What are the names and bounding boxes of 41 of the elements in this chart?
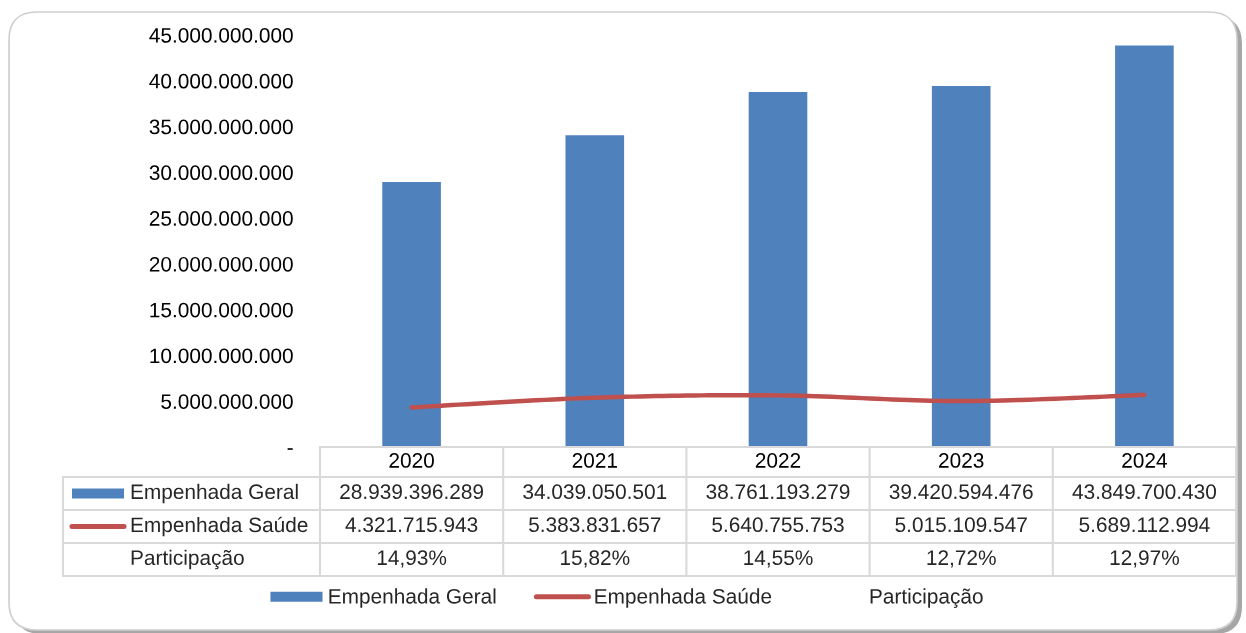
text: 14,55% [744, 550, 813, 568]
y-tick-label: 40.000.000.000 [149, 73, 293, 89]
data-label: 39.420.594.476 [889, 484, 1033, 500]
bar [748, 92, 808, 447]
x-tick-label: 2022 [755, 453, 801, 468]
bar [931, 86, 991, 447]
y-tick-label: 15.000.000.000 [150, 302, 293, 318]
text: Empenhada Saúde [595, 588, 772, 608]
x-tick-label: 2020 [389, 453, 434, 468]
y-tick-label: 30.000.000.000 [149, 165, 293, 181]
data-label: 38.761.193.279 [706, 484, 850, 500]
text: 14,93% [377, 550, 447, 568]
y-tick-label: - [287, 448, 293, 450]
data-label: 43.849.700.430 [1072, 484, 1216, 500]
text: Empenhada Geral [329, 588, 496, 608]
legend-label: Empenhada Geral [131, 483, 298, 504]
text: Participação [870, 588, 983, 608]
x-tick-label: 2021 [572, 453, 617, 468]
data-label: 28.939.396.289 [340, 484, 484, 500]
y-tick-label: 5.000.000.000 [161, 394, 293, 409]
text: Participação [131, 549, 244, 570]
text: 15,82% [561, 550, 630, 568]
y-tick-label: 10.000.000.000 [150, 348, 293, 364]
x-tick-label: 2024 [1122, 453, 1167, 468]
data-label: 5.689.112.994 [1079, 517, 1210, 533]
y-tick-label: 20.000.000.000 [149, 256, 293, 272]
text: 12,97% [1110, 550, 1179, 568]
legend-label: Empenhada Saúde [131, 516, 308, 537]
text: 12,72% [927, 550, 996, 568]
data-label: 5.015.109.547 [895, 517, 1027, 533]
bar [565, 135, 625, 447]
x-tick-label: 2023 [939, 453, 984, 468]
y-tick-label: 25.000.000.000 [149, 211, 293, 226]
data-label: 34.039.050.501 [523, 484, 667, 500]
bar [382, 182, 441, 447]
bar [1115, 45, 1174, 447]
data-label: 4.321.715.943 [345, 517, 478, 533]
y-tick-label: 45.000.000.000 [149, 28, 293, 43]
y-tick-label: 35.000.000.000 [149, 119, 293, 135]
data-label: 5.383.831.657 [529, 517, 661, 533]
data-label: 5.640.755.753 [712, 517, 844, 533]
